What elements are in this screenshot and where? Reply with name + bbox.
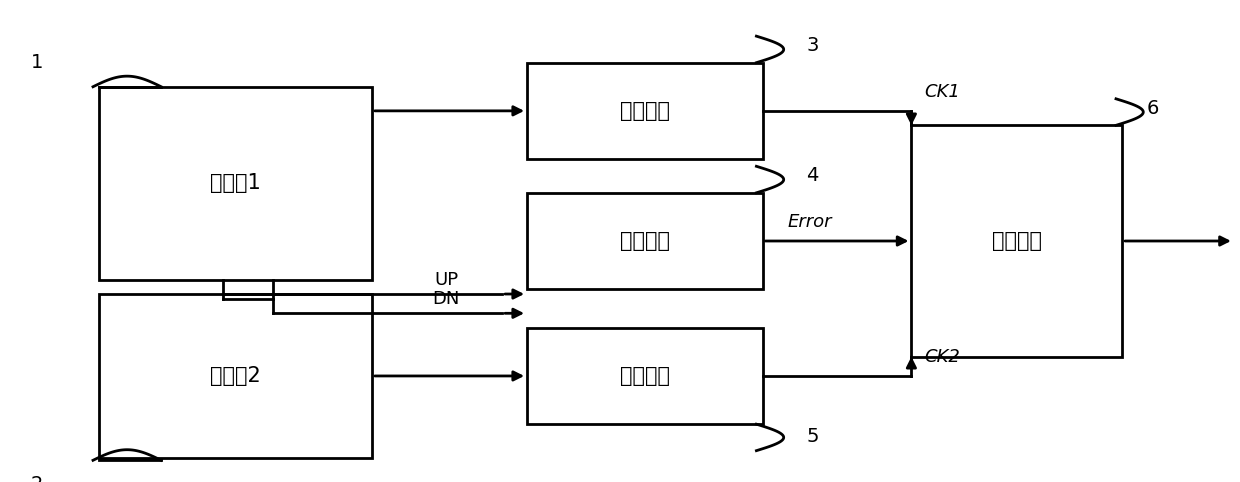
Text: 时钟选择: 时钟选择	[992, 231, 1042, 251]
Text: 锁相环1: 锁相环1	[211, 173, 260, 193]
Text: DN: DN	[433, 291, 460, 308]
Text: 锁相环2: 锁相环2	[211, 366, 260, 386]
Bar	[99, 87, 372, 280]
Text: 1: 1	[31, 54, 43, 72]
Text: CK2: CK2	[924, 348, 960, 366]
Bar	[527, 63, 763, 159]
Text: 延时单元: 延时单元	[620, 101, 670, 121]
Bar	[99, 294, 372, 458]
Text: 2: 2	[31, 475, 43, 482]
Text: CK1: CK1	[924, 83, 960, 101]
Text: 3: 3	[806, 36, 818, 55]
Text: 延时单元: 延时单元	[620, 366, 670, 386]
Bar	[527, 193, 763, 289]
Bar	[911, 125, 1122, 357]
Text: 4: 4	[806, 166, 818, 185]
Text: 5: 5	[806, 427, 818, 445]
Text: UP: UP	[434, 271, 459, 289]
Text: 6: 6	[1147, 99, 1159, 118]
Bar	[527, 328, 763, 424]
Text: 误差检测: 误差检测	[620, 231, 670, 251]
Text: Error: Error	[787, 214, 832, 231]
